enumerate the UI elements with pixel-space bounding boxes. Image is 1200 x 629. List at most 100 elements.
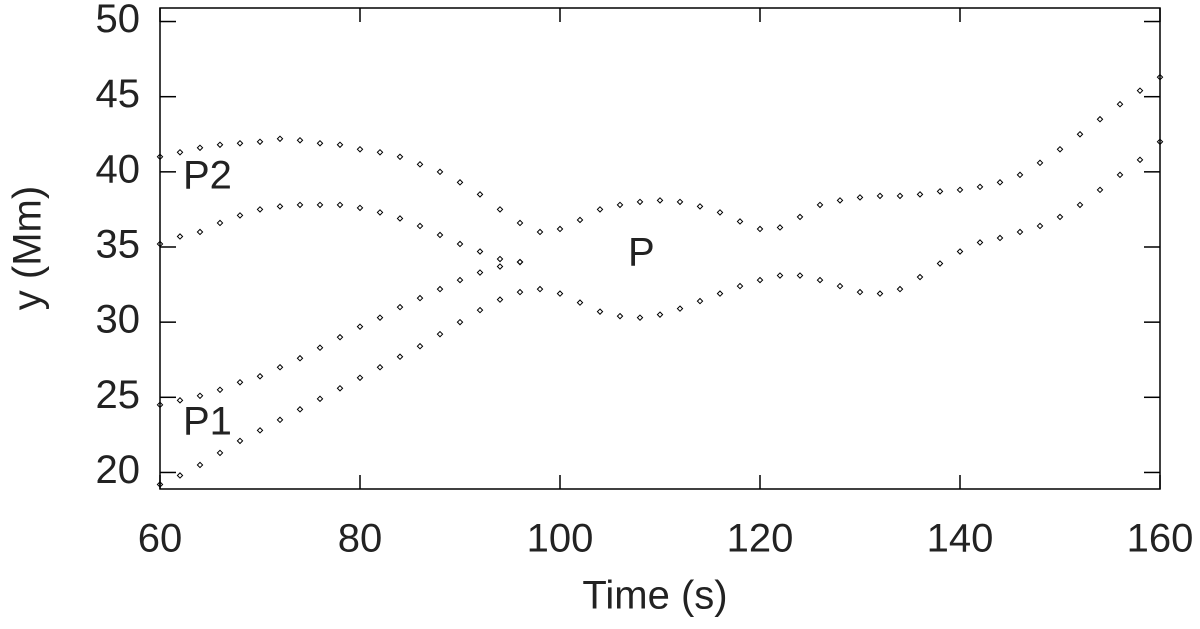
plot-frame [159, 7, 1161, 490]
point [316, 344, 324, 352]
point [1136, 156, 1144, 164]
x-tick-label: 100 [527, 517, 594, 561]
point [1116, 100, 1124, 108]
point [736, 282, 744, 290]
point [1016, 171, 1024, 179]
point [496, 206, 504, 213]
point [596, 206, 604, 213]
point [396, 153, 404, 161]
x-tick-label: 160 [1127, 517, 1194, 561]
y-axis-label: y (Mm) [6, 186, 50, 310]
point [736, 218, 744, 225]
point [236, 378, 244, 386]
point [356, 204, 364, 212]
y-tick-label: 45 [96, 72, 141, 116]
point [956, 186, 964, 194]
point [176, 472, 184, 479]
point [316, 201, 324, 209]
x-axis-label: Time (s) [582, 574, 727, 618]
point [416, 222, 424, 230]
point [936, 260, 944, 267]
point [216, 386, 224, 394]
y-tick-label: 50 [96, 0, 141, 41]
point [216, 449, 224, 457]
point [976, 183, 984, 191]
point [316, 395, 324, 403]
point [396, 353, 404, 361]
point [1056, 145, 1064, 153]
point [556, 225, 564, 233]
x-tick-label: 120 [727, 517, 794, 561]
point [156, 240, 164, 248]
point [276, 135, 284, 143]
point [376, 209, 384, 216]
x-tick-label: 60 [138, 517, 183, 561]
point [196, 144, 204, 152]
point [676, 198, 684, 206]
point [796, 213, 804, 221]
point [616, 201, 624, 209]
point [716, 209, 724, 216]
point [516, 258, 524, 266]
point [496, 296, 504, 303]
point [496, 255, 504, 263]
point [216, 219, 224, 227]
point [896, 285, 904, 293]
point [1076, 130, 1084, 138]
point [1096, 115, 1104, 123]
point [336, 384, 344, 392]
point [516, 258, 524, 266]
point [536, 285, 544, 293]
point [196, 392, 204, 400]
point [176, 397, 184, 404]
annotation: P [628, 231, 655, 275]
point [256, 427, 264, 434]
point [516, 288, 524, 296]
x-tick-label: 140 [927, 517, 994, 561]
y-tick-label: 30 [96, 298, 141, 342]
point [476, 306, 484, 314]
point [656, 197, 664, 204]
point [376, 148, 384, 156]
point [336, 141, 344, 149]
point [396, 215, 404, 222]
point [396, 303, 404, 311]
point [436, 231, 444, 239]
point [656, 311, 664, 318]
x-tick-label: 80 [338, 517, 383, 561]
point [876, 290, 884, 297]
point [196, 228, 204, 236]
point [156, 153, 164, 161]
point [856, 288, 864, 296]
point [596, 308, 604, 315]
point [1036, 159, 1044, 167]
point [956, 248, 964, 255]
point [176, 233, 184, 240]
point [1036, 222, 1044, 230]
point [416, 342, 424, 350]
y-tick-label: 20 [96, 448, 141, 492]
point [436, 330, 444, 338]
point [196, 461, 204, 469]
point [216, 141, 224, 149]
point [256, 206, 264, 213]
point [1016, 228, 1024, 236]
point [476, 191, 484, 198]
point [256, 372, 264, 380]
point [636, 314, 644, 321]
point [496, 263, 504, 270]
point [856, 194, 864, 201]
point [436, 285, 444, 293]
point [756, 225, 764, 233]
point [1156, 138, 1164, 146]
point [236, 139, 244, 147]
point [916, 273, 924, 281]
point [896, 192, 904, 200]
y-tick-label: 25 [96, 373, 141, 417]
point [296, 406, 304, 413]
point [1156, 73, 1164, 81]
point [296, 136, 304, 144]
point [576, 299, 584, 306]
point [756, 276, 764, 284]
